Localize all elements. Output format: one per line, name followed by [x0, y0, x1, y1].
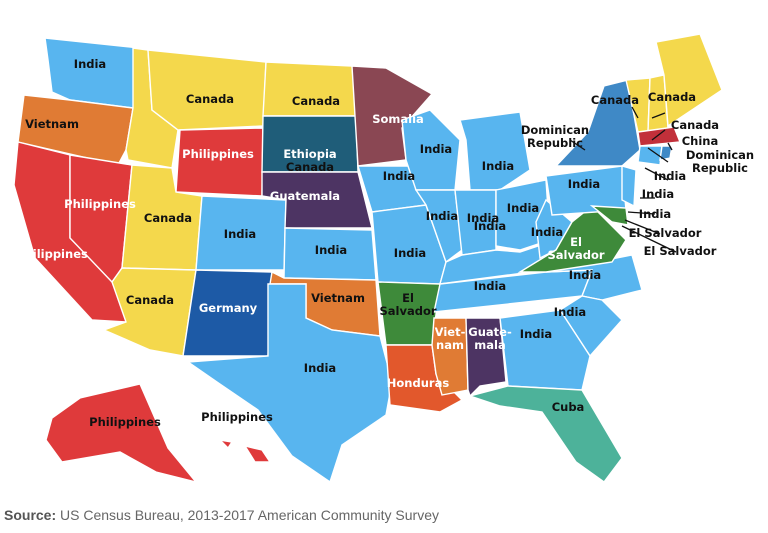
map-label: Dominican Republic [686, 148, 754, 175]
source-prefix: Source: [4, 507, 57, 523]
map-label: Canada [671, 118, 719, 132]
leader-line [569, 139, 586, 151]
state-il [414, 189, 463, 264]
map-label: India [507, 201, 539, 215]
state-wy [175, 127, 264, 197]
map-label: India [474, 219, 506, 233]
map-label: India [383, 169, 415, 183]
state-md [589, 205, 629, 226]
leader-line [644, 167, 669, 181]
map-label: India [420, 142, 452, 156]
map-label: Guate-mala [468, 325, 512, 352]
state-ak [45, 383, 198, 484]
map-label: India [482, 159, 514, 173]
state-va [517, 205, 627, 273]
map-label: Philippines [89, 415, 161, 429]
map-label: Vietnam [311, 291, 365, 305]
map-label: Canada [292, 94, 340, 108]
map-label: India [74, 57, 106, 71]
map-label: El Salvador [379, 291, 436, 318]
state-hi2 [217, 438, 234, 450]
us-map: India Vietnam Philippines Philippines Canada… [13, 33, 754, 484]
source-note: Source: US Census Bureau, 2013-2017 Amer… [4, 507, 439, 523]
leader-line [651, 112, 666, 119]
state-ma [637, 126, 681, 147]
leader-line [621, 225, 677, 253]
map-label: Philippines [182, 147, 254, 161]
map-label: India [531, 225, 563, 239]
map-label: Ethiopia [283, 147, 336, 161]
map-label: Somalia [372, 112, 424, 126]
map-label: Dominican Republic [521, 123, 589, 150]
map-label: Philippines [201, 410, 273, 424]
map-label: Viet-nam [435, 325, 466, 352]
leader-line [631, 106, 639, 119]
map-label: Canada [591, 93, 639, 107]
map-label: Canada [186, 92, 234, 106]
map-label: El Salvador [644, 244, 717, 258]
leader-line [667, 142, 673, 151]
state-nj [621, 165, 637, 208]
state-me [655, 33, 723, 128]
map-label: India [426, 209, 458, 223]
map-label: Honduras [387, 376, 450, 390]
state-mi [459, 111, 531, 191]
map-label: El Salvador [629, 226, 702, 240]
leader-line [651, 129, 666, 141]
map-label: India [520, 327, 552, 341]
map-label: Germany [199, 301, 258, 315]
state-wa [44, 37, 141, 109]
map-label: India [304, 361, 336, 375]
map-label: Canada [648, 90, 696, 104]
map-label: Cuba [552, 400, 585, 414]
state-ga [499, 309, 591, 391]
map-label: India [642, 187, 674, 201]
map-label: India [474, 279, 506, 293]
map-label: India [394, 246, 426, 260]
source-text: US Census Bureau, 2013-2017 American Com… [56, 507, 439, 523]
map-label: India [224, 227, 256, 241]
map-label: India [639, 207, 671, 221]
map-label: China [682, 134, 719, 148]
map-label: India [568, 177, 600, 191]
map-label: Philippines [64, 197, 136, 211]
map-label: Canada [126, 293, 174, 307]
map-label: Canada [144, 211, 192, 225]
state-tx [185, 283, 393, 484]
leader-line [647, 147, 669, 163]
map-label: India [569, 268, 601, 282]
map-label: Guatemala [270, 189, 340, 203]
map-label: India [654, 169, 686, 183]
map-label: Philippines [16, 247, 88, 261]
map-label: El Salvador [547, 235, 604, 262]
state-hi1 [243, 444, 272, 463]
map-label: Canada [286, 160, 334, 174]
map-label: India [554, 305, 586, 319]
state-ct [637, 145, 663, 166]
map-label: India [315, 243, 347, 257]
state-sc [559, 295, 623, 358]
state-mt [147, 49, 267, 131]
map-label: India [467, 211, 499, 225]
state-fl [467, 385, 623, 483]
leader-line [627, 211, 656, 215]
leader-line [624, 219, 661, 235]
map-label: Vietnam [25, 117, 79, 131]
state-ri [659, 145, 673, 161]
